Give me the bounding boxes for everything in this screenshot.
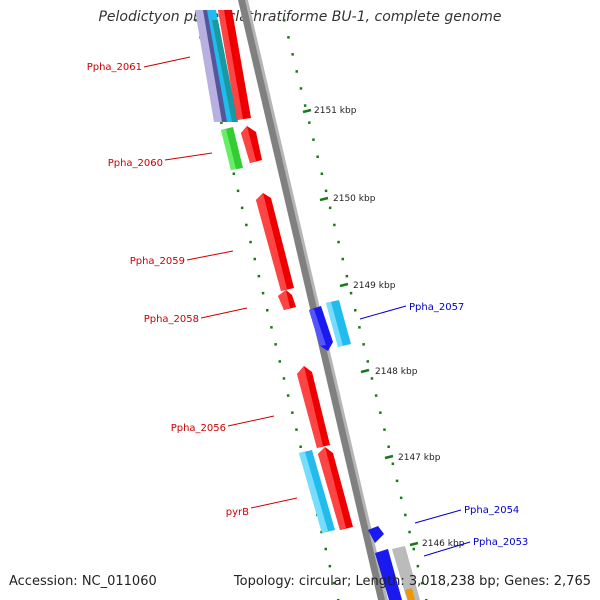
ruler-dot xyxy=(232,172,236,175)
ruler-dot xyxy=(358,326,361,329)
ruler-dot xyxy=(333,223,336,227)
gene-arrow-gray xyxy=(392,546,420,600)
ruler-dot xyxy=(220,121,223,124)
gene-labels-right: Ppha_2057 Ppha_2054 Ppha_2053 xyxy=(359,302,528,557)
scale-label: 2147 kbp xyxy=(398,453,441,463)
ruler-dot xyxy=(249,240,252,244)
scale-tick xyxy=(302,108,312,114)
ruler-dot xyxy=(324,189,328,193)
ruler-dot xyxy=(283,19,286,22)
ruler-dot xyxy=(379,411,382,414)
ruler-dot xyxy=(291,411,294,414)
gene-arrow-blue xyxy=(375,549,402,600)
scale-label: 2146 kbp xyxy=(422,539,465,549)
ruler-dot xyxy=(316,155,319,158)
ruler-dot xyxy=(308,121,311,124)
gene-label: Ppha_2061 xyxy=(87,62,142,73)
gene-features-left xyxy=(195,10,353,533)
ruler-dot xyxy=(274,343,277,346)
accession-text: Accession: NC_011060 xyxy=(9,574,157,589)
ruler-dot xyxy=(324,547,327,551)
ruler-dot xyxy=(332,581,336,585)
ruler-dot xyxy=(253,257,256,261)
genome-summary-text: Topology: circular; Length: 3,018,238 bp… xyxy=(233,574,591,589)
ruler-dot xyxy=(366,360,369,363)
ruler-dot xyxy=(278,360,281,363)
ruler-dot xyxy=(299,87,303,90)
ruler-dot xyxy=(416,564,420,568)
scale-ticks: 2151 kbp 2150 kbp 2149 kbp 2148 kbp 2147… xyxy=(302,106,465,549)
ruler-dot xyxy=(236,189,240,193)
ruler-dot xyxy=(291,53,294,56)
ruler-dot xyxy=(399,496,403,500)
ruler-dot xyxy=(328,206,332,210)
ruler-dot xyxy=(299,445,302,448)
scale-tick xyxy=(319,196,329,202)
ruler-dot xyxy=(240,206,244,210)
ruler-dot xyxy=(337,240,340,244)
gene-label: Ppha_2059 xyxy=(130,256,185,267)
ruler-dot xyxy=(354,309,357,312)
ruler-dot xyxy=(282,377,286,380)
ruler-dot xyxy=(195,19,198,22)
ruler-dot xyxy=(404,513,407,517)
ruler-dot xyxy=(408,530,411,534)
ruler-dot xyxy=(303,104,307,107)
ruler-dot xyxy=(270,326,273,329)
ruler-dot xyxy=(286,394,290,397)
ruler-dot xyxy=(345,274,349,278)
gene-arrow-blue xyxy=(368,526,384,543)
ruler-dot xyxy=(412,547,415,551)
scale-label: 2151 kbp xyxy=(314,106,357,116)
ruler-dot xyxy=(320,530,323,534)
gene-arrow-teal xyxy=(212,20,238,122)
ruler-dot xyxy=(362,343,365,346)
ruler-dot xyxy=(341,257,344,261)
gene-label: Ppha_2060 xyxy=(108,158,163,169)
gene-label: Ppha_2053 xyxy=(473,537,528,548)
ruler-dot xyxy=(383,428,386,431)
gene-arrow-lavender xyxy=(195,10,224,122)
ruler-dot xyxy=(287,36,290,39)
gene-label: Ppha_2054 xyxy=(464,505,519,516)
ruler-dot xyxy=(420,581,424,585)
gene-labels-left: Ppha_2061 Ppha_2060 Ppha_2059 Ppha_2058 … xyxy=(87,56,298,518)
ruler-dot xyxy=(295,70,298,73)
scale-tick xyxy=(339,282,349,288)
ruler-dot xyxy=(266,309,269,312)
scale-label: 2149 kbp xyxy=(353,281,396,291)
ruler-dot xyxy=(374,394,378,397)
ruler-dot xyxy=(257,274,261,278)
ruler-dot xyxy=(312,138,315,141)
ruler-dot xyxy=(320,172,324,175)
ruler-dot xyxy=(261,291,265,295)
gene-features-right xyxy=(309,300,420,600)
scale-label: 2150 kbp xyxy=(333,194,376,204)
gene-label: Ppha_2057 xyxy=(409,302,464,313)
ruler-dot xyxy=(370,377,374,380)
gene-arrow-orange xyxy=(405,588,415,600)
gene-label: Ppha_2056 xyxy=(171,423,226,434)
ruler-dot xyxy=(245,223,248,227)
ruler-dot xyxy=(295,428,298,431)
scale-label: 2148 kbp xyxy=(375,367,418,377)
ruler-dot xyxy=(391,462,395,465)
scale-tick xyxy=(384,454,394,460)
gene-label: Ppha_2058 xyxy=(144,314,199,325)
ruler-dot xyxy=(328,564,332,568)
ruler-dot xyxy=(387,445,390,448)
ruler-dot xyxy=(395,479,399,483)
ruler-dot xyxy=(349,291,353,295)
genome-backbone xyxy=(238,0,388,600)
gene-label: pyrB xyxy=(226,507,249,518)
scale-tick xyxy=(360,368,370,374)
scale-tick xyxy=(409,541,419,547)
